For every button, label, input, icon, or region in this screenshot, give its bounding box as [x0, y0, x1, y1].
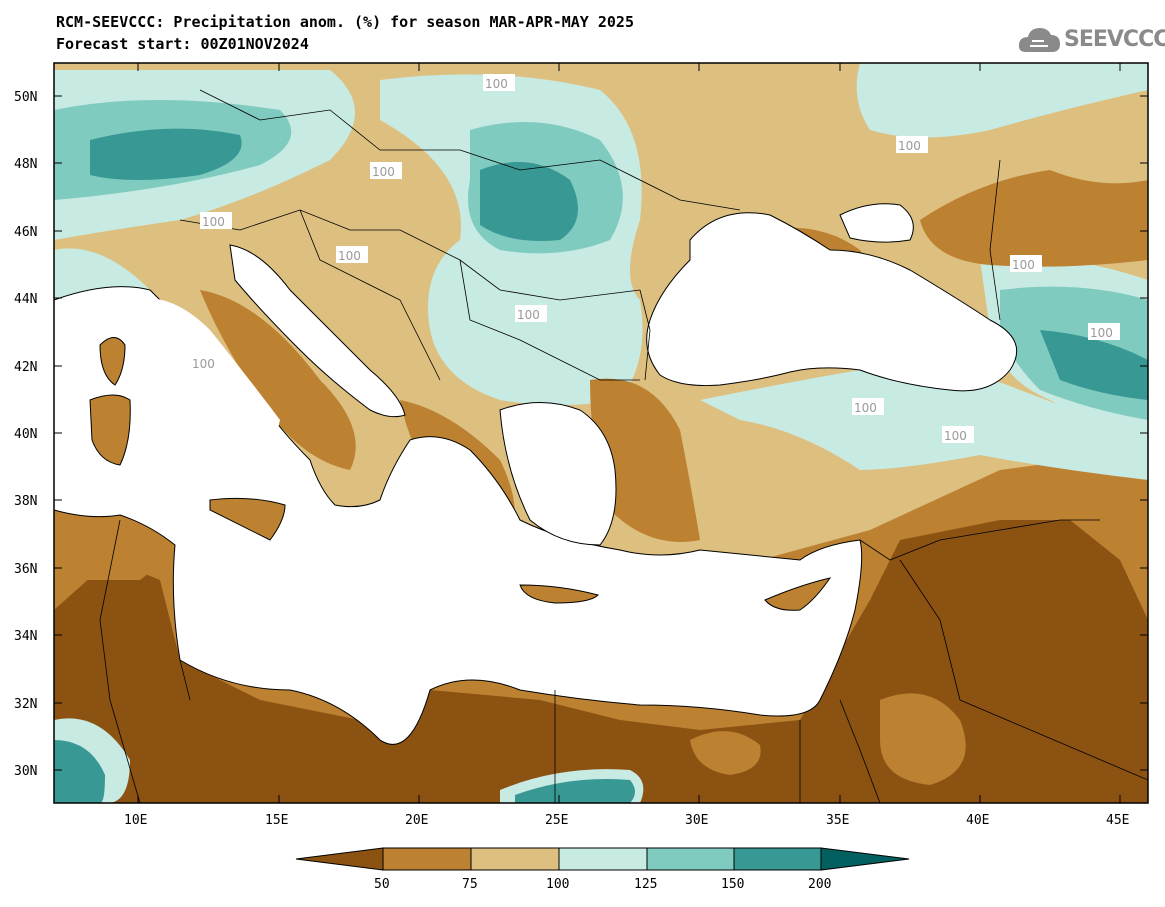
- crete-island: [519, 584, 599, 604]
- colorbar-segment-50-75: [382, 847, 472, 871]
- lat-tick-label: 46N: [14, 225, 37, 240]
- lon-tick-label: 30E: [685, 813, 708, 828]
- colorbar-tick-label: 125: [634, 877, 657, 892]
- tyrrhenian-sea: [130, 298, 280, 490]
- seevccc-logo-text: SEEVCCC: [1064, 27, 1165, 52]
- colorbar-tick-label: 100: [546, 877, 569, 892]
- contour-label-bg: [200, 212, 232, 229]
- colorbar-segment-100-125: [558, 847, 648, 871]
- map-title: RCM-SEEVCCC: Precipitation anom. (%) for…: [56, 13, 634, 31]
- lat-tick-label: 50N: [14, 90, 37, 105]
- contour-labels: 100 100 100 100 100 100 100 100 100 100 …: [190, 74, 1120, 443]
- field-dry-italy: [200, 290, 356, 470]
- field-very-dry-south: [54, 520, 1148, 803]
- aegean-sea: [499, 402, 617, 546]
- sardinia-island: [89, 394, 131, 466]
- colorbar-segment-125-150: [646, 847, 735, 871]
- adriatic-sea: [229, 244, 406, 418]
- lon-tick-label: 35E: [826, 813, 849, 828]
- contour-label: 100: [372, 165, 395, 179]
- contour-label-bg: [190, 354, 222, 371]
- colorbar-labels: 50 75 100 125 150 200: [374, 877, 831, 892]
- lon-tick-label: 45E: [1106, 813, 1129, 828]
- lat-axis: 50N 48N 46N 44N 42N 40N 38N 36N 34N 32N …: [14, 90, 1148, 779]
- forecast-start-label: Forecast start: 00Z01NOV2024: [56, 35, 309, 53]
- contour-label-bg: [483, 74, 515, 91]
- corsica-island: [99, 337, 126, 386]
- colorbar-tick-label: 75: [462, 877, 478, 892]
- field-very-wet-libya: [515, 779, 635, 803]
- contour-label: 100: [338, 249, 361, 263]
- lat-tick-label: 34N: [14, 629, 37, 644]
- field-dry-patch-israel: [880, 693, 966, 785]
- field-dry-east-russia: [920, 170, 1148, 267]
- black-sea: [646, 212, 1018, 392]
- lon-tick-label: 10E: [124, 813, 147, 828]
- contour-label: 100: [944, 429, 967, 443]
- contour-label: 100: [517, 308, 540, 322]
- colorbar-segment-150-200: [733, 847, 822, 871]
- lat-tick-label: 40N: [14, 427, 37, 442]
- field-dry-turkey-west: [590, 378, 700, 542]
- field-high-wet-caucasus: [1040, 330, 1148, 400]
- lon-axis: 10E 15E 20E 25E 30E 35E 40E 45E: [124, 63, 1129, 828]
- lon-tick-label: 20E: [405, 813, 428, 828]
- field-wet-northeast: [856, 63, 1148, 138]
- colorbar-tick-label: 200: [808, 877, 831, 892]
- cloud-logo-icon: [1018, 28, 1060, 52]
- lat-tick-label: 48N: [14, 157, 37, 172]
- contour-label: 100: [202, 215, 225, 229]
- colorbar: [295, 847, 910, 871]
- sicily-island: [209, 497, 286, 541]
- lat-tick-label: 38N: [14, 494, 37, 509]
- contour-label-bg: [942, 426, 974, 443]
- field-high-wet-alps: [90, 128, 242, 180]
- field-dry-patch-egypt: [690, 731, 761, 775]
- contour-label: 100: [854, 401, 877, 415]
- contour-label-bg: [370, 162, 402, 179]
- cyprus-island: [764, 577, 832, 611]
- contour-label-bg: [852, 398, 884, 415]
- field-high-wet-romania: [480, 162, 578, 241]
- contour-label: 100: [192, 357, 215, 371]
- lat-tick-label: 44N: [14, 292, 37, 307]
- contour-label-bg: [1088, 323, 1120, 340]
- lat-tick-label: 42N: [14, 360, 37, 375]
- colorbar-tick-label: 150: [721, 877, 744, 892]
- lat-tick-label: 30N: [14, 764, 37, 779]
- contour-label-bg: [515, 305, 547, 322]
- contour-label-bg: [896, 136, 928, 153]
- colorbar-segment-above-200: [820, 847, 910, 871]
- contour-label: 100: [1090, 326, 1113, 340]
- lon-tick-label: 15E: [265, 813, 288, 828]
- lat-tick-label: 36N: [14, 562, 37, 577]
- contour-label: 100: [485, 77, 508, 91]
- contour-label: 100: [1012, 258, 1035, 272]
- lat-tick-label: 32N: [14, 697, 37, 712]
- colorbar-segment-below-50: [295, 847, 384, 871]
- country-borders: [99, 89, 1149, 804]
- colorbar-segment-75-100: [470, 847, 560, 871]
- sea-of-azov: [839, 203, 914, 243]
- field-wet-turkey: [700, 367, 1148, 480]
- lon-tick-label: 40E: [966, 813, 989, 828]
- lon-tick-label: 25E: [545, 813, 568, 828]
- contour-label: 100: [898, 139, 921, 153]
- contour-label-bg: [1010, 255, 1042, 272]
- contour-label-bg: [336, 246, 368, 263]
- colorbar-tick-label: 50: [374, 877, 390, 892]
- field-very-wet-sw: [54, 740, 105, 803]
